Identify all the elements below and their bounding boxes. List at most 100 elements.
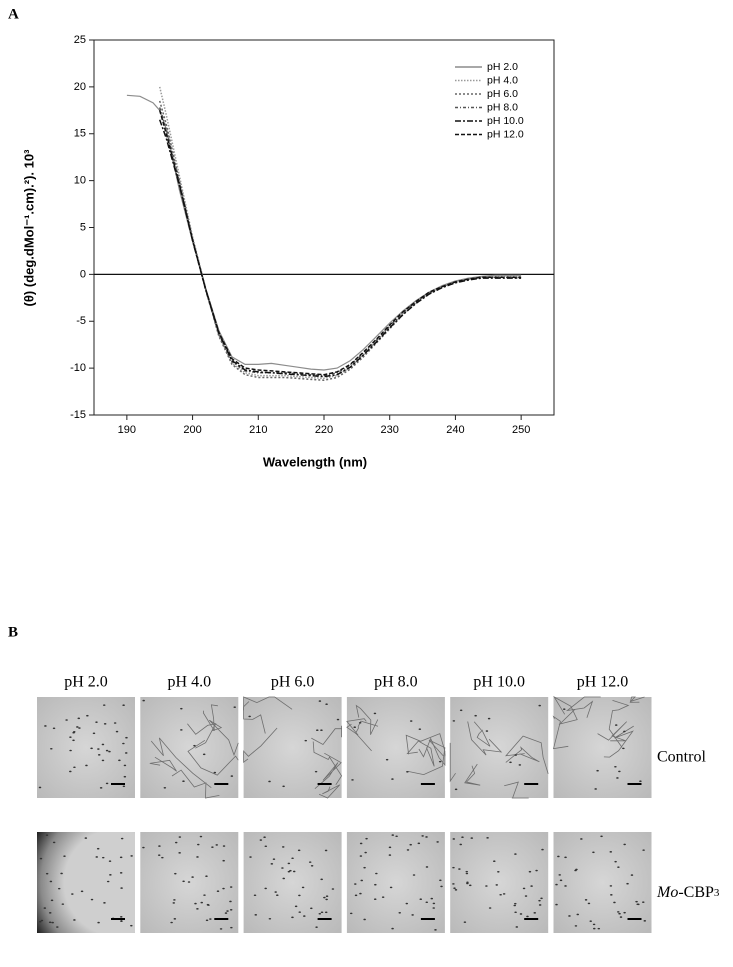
spore — [291, 916, 294, 919]
spore — [514, 754, 518, 756]
micrograph — [553, 697, 652, 798]
spore — [564, 885, 567, 887]
micrograph-texture — [142, 699, 239, 799]
spore — [158, 845, 161, 847]
y-tick-label: 0 — [80, 268, 86, 280]
spore — [48, 921, 52, 924]
row-label: Mo-CBP3 — [656, 884, 720, 901]
spore — [466, 882, 469, 885]
micrograph-texture — [249, 836, 335, 928]
spore — [363, 918, 366, 921]
spore — [351, 779, 354, 781]
hypha — [187, 723, 217, 749]
spore — [63, 855, 66, 857]
spore — [48, 912, 52, 914]
spore — [194, 902, 197, 905]
spore — [499, 893, 502, 896]
spore — [45, 834, 49, 836]
micrograph — [346, 832, 445, 933]
hypha — [318, 784, 340, 799]
spore — [514, 853, 517, 855]
hypha — [565, 696, 601, 718]
spore — [617, 866, 620, 868]
spore — [125, 736, 128, 739]
spore — [635, 900, 638, 903]
spore — [388, 854, 392, 856]
hypha — [209, 719, 239, 757]
spore — [274, 891, 277, 893]
data-line — [158, 86, 522, 380]
spore — [336, 718, 340, 721]
spore — [205, 919, 209, 922]
spore — [406, 849, 410, 851]
x-tick-label: 210 — [249, 424, 267, 436]
micrograph-texture — [349, 834, 443, 931]
scale-bar — [420, 783, 435, 785]
spore — [249, 856, 252, 858]
spore — [157, 854, 161, 856]
micrograph — [346, 697, 445, 798]
legend-label: pH 4.0 — [487, 74, 518, 86]
spore — [425, 901, 429, 904]
spore — [417, 842, 421, 845]
spore — [515, 926, 519, 928]
data-line — [158, 119, 522, 378]
spore — [613, 901, 616, 904]
micrograph — [450, 697, 549, 798]
hypha — [405, 733, 446, 757]
row-label-part: 3 — [714, 887, 720, 899]
spore — [122, 742, 125, 745]
spore — [325, 703, 328, 706]
spore — [359, 842, 363, 845]
spore — [580, 838, 583, 840]
spore — [95, 856, 99, 858]
data-line — [158, 110, 522, 376]
spore — [609, 885, 613, 887]
spore — [263, 836, 266, 839]
spore — [289, 869, 292, 872]
spore — [84, 837, 88, 839]
spore — [56, 926, 59, 928]
spore — [174, 841, 178, 844]
spore — [224, 912, 228, 914]
spore — [626, 882, 629, 885]
spore — [200, 901, 204, 904]
spore — [268, 780, 271, 783]
spore — [60, 872, 63, 875]
spore — [97, 754, 101, 756]
spore — [130, 855, 133, 857]
spore — [375, 872, 378, 875]
spore — [304, 739, 308, 742]
spore — [275, 894, 279, 897]
spore — [363, 866, 366, 869]
spore — [315, 729, 319, 732]
hypha — [243, 696, 293, 711]
spore — [524, 895, 528, 897]
y-tick-label: 15 — [74, 128, 86, 140]
spore — [248, 715, 251, 718]
column-label: pH 4.0 — [168, 674, 212, 691]
spore — [614, 724, 618, 726]
spore — [92, 732, 96, 735]
spore — [509, 761, 512, 764]
spore — [213, 771, 217, 774]
spore — [623, 730, 626, 733]
spore — [72, 731, 75, 734]
spore — [528, 870, 532, 873]
spore — [297, 849, 301, 852]
spore — [353, 726, 357, 729]
spore — [360, 879, 364, 882]
micrograph-texture — [142, 835, 233, 930]
hypha — [243, 727, 278, 763]
spore — [50, 899, 54, 902]
spore — [50, 747, 53, 750]
spore — [418, 728, 422, 730]
spore — [294, 905, 298, 908]
spore — [113, 722, 117, 724]
column-label: pH 10.0 — [473, 674, 525, 691]
micrograph — [37, 697, 135, 798]
spore — [458, 868, 461, 870]
spore — [358, 721, 362, 724]
spore — [497, 870, 500, 873]
